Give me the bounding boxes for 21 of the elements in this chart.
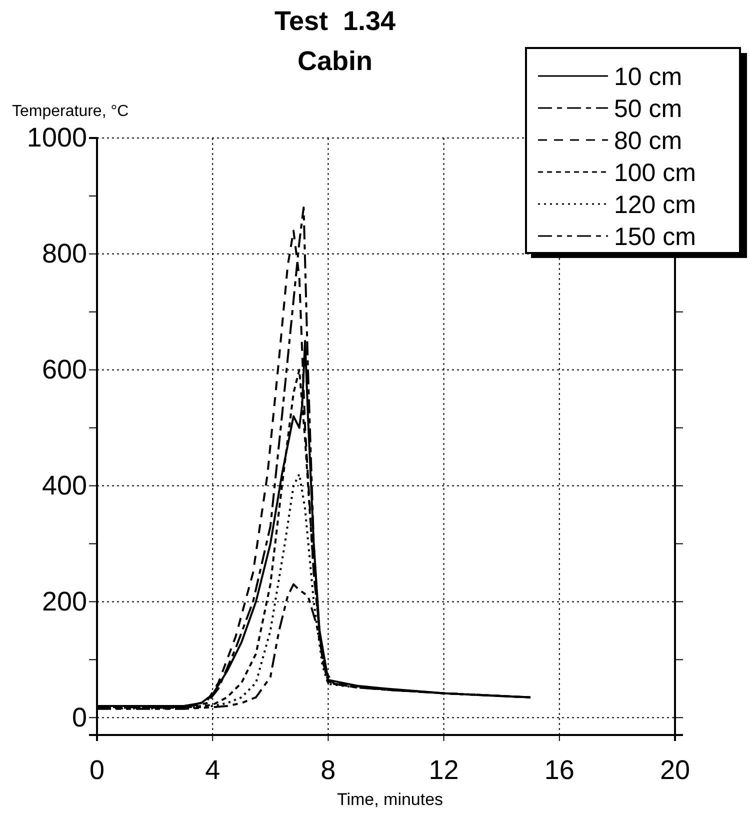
legend-label: 150 cm [614, 223, 696, 251]
x-axis-title: Time, minutes [336, 790, 444, 809]
x-tick-label: 12 [428, 755, 459, 786]
legend-label: 80 cm [614, 127, 682, 155]
chart-title: Test 1.34 [274, 6, 396, 36]
y-tick-label: 800 [42, 238, 87, 269]
legend-label: 100 cm [614, 159, 696, 187]
y-tick-label: 600 [42, 354, 87, 384]
y-tick-label: 0 [72, 702, 87, 732]
x-tick-label: 8 [320, 755, 336, 786]
legend-label: 120 cm [614, 191, 696, 219]
y-tick-label: 1000 [26, 122, 87, 153]
y-tick-label: 200 [42, 586, 87, 616]
y-tick-label: 400 [42, 470, 87, 500]
x-tick-label: 20 [660, 755, 690, 786]
x-tick-label: 4 [205, 755, 220, 786]
x-tick-label: 16 [544, 755, 574, 786]
legend-label: 50 cm [614, 95, 682, 123]
y-axis-title: Temperature, °C [12, 103, 129, 120]
legend-label: 10 cm [614, 63, 682, 91]
chart-subtitle: Cabin [297, 46, 373, 76]
